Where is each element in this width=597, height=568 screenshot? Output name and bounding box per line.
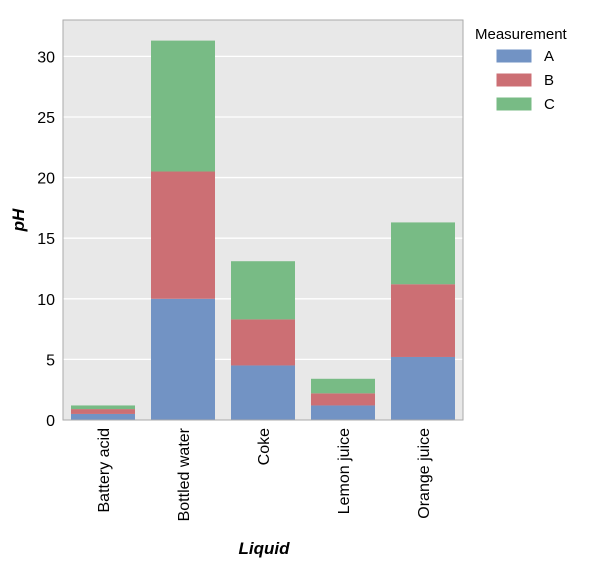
legend-title: Measurement <box>475 26 568 43</box>
bar-c-lemon-juice <box>311 378 375 394</box>
x-tick-label: Battery acid <box>96 428 113 512</box>
bar-b-coke <box>231 319 295 366</box>
legend-label: C <box>544 96 555 113</box>
y-axis-label: pH <box>9 208 28 232</box>
bar-a-orange-juice <box>391 356 455 420</box>
y-tick-label: 25 <box>37 110 55 127</box>
x-axis-label: Liquid <box>239 539 291 558</box>
bar-b-battery-acid <box>71 409 135 414</box>
y-tick-label: 10 <box>37 292 55 309</box>
x-ticks: Battery acid Bottled water Coke Lemon juice… <box>96 427 433 521</box>
plot-frame <box>62 19 464 421</box>
y-tick-label: 15 <box>37 231 55 248</box>
bar-c-coke <box>231 261 295 320</box>
bar-c-bottled-water <box>151 40 215 172</box>
y-ticks: 0 5 10 15 20 25 30 <box>37 49 55 430</box>
legend-swatch <box>496 97 532 111</box>
bar-a-coke <box>231 365 295 420</box>
bar-b-orange-juice <box>391 284 455 357</box>
bar-c-orange-juice <box>391 222 455 285</box>
bar-a-lemon-juice <box>311 405 375 420</box>
x-tick-label: Coke <box>256 428 273 465</box>
bar-b-bottled-water <box>151 171 215 299</box>
legend-label: B <box>544 72 554 89</box>
bar-b-lemon-juice <box>311 393 375 406</box>
y-tick-label: 5 <box>46 352 55 369</box>
y-tick-label: 30 <box>37 49 55 66</box>
bar-a-battery-acid <box>71 413 135 420</box>
x-tick-label: Orange juice <box>416 428 433 519</box>
legend-label: A <box>544 48 554 65</box>
x-tick-label: Lemon juice <box>336 428 353 514</box>
y-tick-label: 0 <box>46 413 55 430</box>
x-tick-label: Bottled water <box>176 427 193 521</box>
legend-swatch <box>496 73 532 87</box>
legend-swatch <box>496 49 532 63</box>
y-tick-label: 20 <box>37 171 55 188</box>
bar-a-bottled-water <box>151 298 215 420</box>
bar-c-battery-acid <box>71 405 135 410</box>
bars <box>71 40 455 420</box>
legend: Measurement ABC <box>475 26 568 113</box>
